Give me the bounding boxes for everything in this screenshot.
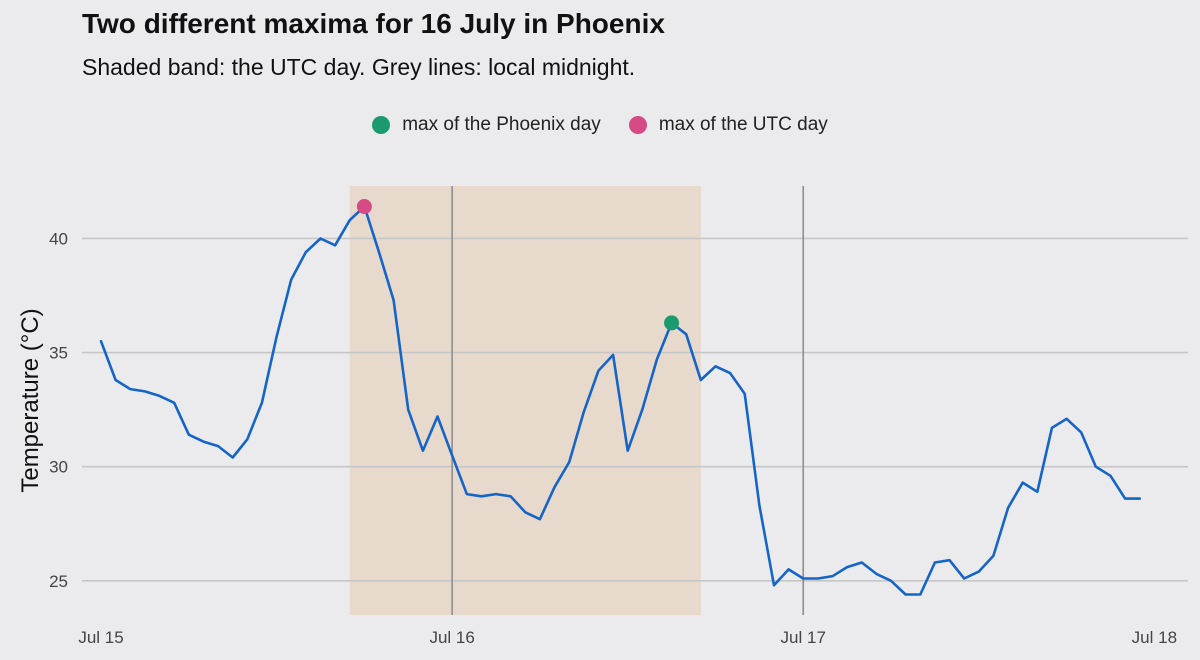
legend-item-phoenix: max of the Phoenix day: [372, 114, 601, 136]
marker-layer: [356, 199, 680, 331]
legend-marker-phoenix: [372, 116, 391, 134]
midnight-layer: [451, 186, 805, 615]
grid-layer: [82, 237, 1188, 582]
legend-marker-utc: [628, 116, 647, 134]
legend: max of the Phoenix day max of the UTC da…: [0, 114, 1200, 136]
tick-layer: 25 30 35 40 Jul 15 Jul 16 Jul 17 Jul 18: [49, 229, 1177, 647]
legend-label-utc: max of the UTC day: [658, 114, 828, 135]
utc-day-band: [349, 186, 701, 615]
legend-label-phoenix: max of the Phoenix day: [402, 114, 601, 135]
chart-subtitle: Shaded band: the UTC day. Grey lines: lo…: [82, 54, 636, 80]
phoenix-day-max-marker: [664, 315, 680, 331]
y-axis-label: Temperature (°C): [17, 308, 44, 492]
y-tick-label: 35: [49, 344, 68, 363]
x-tick-label: Jul 18: [1132, 628, 1177, 647]
line-layer: [99, 205, 1141, 596]
x-tick-label: Jul 15: [78, 628, 123, 647]
legend-item-utc: max of the UTC day: [628, 114, 828, 136]
y-tick-label: 30: [49, 458, 68, 477]
utc-day-max-marker: [356, 199, 372, 215]
temperature-line: [99, 205, 1141, 596]
chart-title: Two different maxima for 16 July in Phoe…: [82, 8, 665, 39]
x-tick-label: Jul 17: [781, 628, 826, 647]
y-tick-label: 25: [49, 572, 68, 591]
band-layer: [349, 186, 701, 615]
x-tick-label: Jul 16: [429, 628, 474, 647]
y-tick-label: 40: [49, 229, 68, 248]
